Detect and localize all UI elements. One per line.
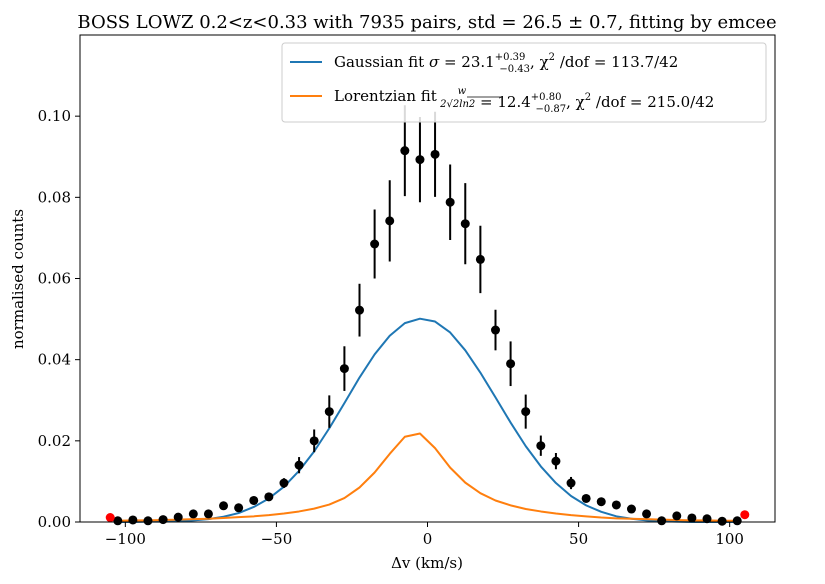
edge-data-point [740,510,750,520]
data-point [324,407,334,417]
data-point [430,149,440,159]
data-point [339,364,349,374]
data-point [626,504,636,514]
data-point [642,509,652,519]
data-point [657,516,667,526]
data-point [596,497,606,507]
legend-label: Gaussian fit σ = 23.1+0.39 −0.43, χ2 /dof… [334,52,678,75]
x-tick-label: 100 [715,530,744,548]
data-point [521,407,531,417]
x-tick-label: 0 [423,530,433,548]
data-point [188,509,198,519]
data-point [234,503,244,513]
data-point [717,516,727,526]
x-axis-label: Δv (km/s) [391,554,463,572]
data-point [551,456,561,466]
y-tick-label: 0.06 [38,270,71,288]
data-point [475,254,485,264]
data-point [460,219,470,229]
data-point [203,509,213,519]
data-point [490,325,500,335]
data-point [672,511,682,521]
data-point [566,478,576,488]
x-tick-label: −50 [261,530,293,548]
legend-box [281,42,767,123]
data-point [415,155,425,165]
y-tick-label: 0.10 [38,107,71,125]
data-point [732,516,742,526]
y-tick-label: 0.02 [38,432,71,450]
data-point [385,216,395,226]
legend-label: Lorentzian fit w 2√2ln2 = 12.4+0.80 −0.87,… [334,86,714,115]
data-point [143,516,153,526]
data-point [249,495,259,505]
data-point [687,513,697,523]
data-point [581,493,591,503]
edge-data-point [105,513,115,523]
y-tick-label: 0.04 [38,351,71,369]
series-line-lorentzian-fit [117,432,738,522]
x-tick-label: 50 [569,530,588,548]
y-axis-label: normalised counts [9,209,27,349]
data-point [279,478,289,488]
data-point [294,460,304,470]
data-point [506,359,516,369]
data-point [264,492,274,502]
legend: Gaussian fit σ = 23.1+0.39 −0.43, χ2 /dof… [281,42,767,123]
data-point [536,441,546,451]
chart-title: BOSS LOWZ 0.2<z<0.33 with 7935 pairs, st… [77,12,776,33]
plot-area: −100 −50 0 50 100 0.00 0.02 0.04 0.06 0.08 0.10 [38,34,776,548]
y-tick-label: 0.00 [38,513,71,531]
data-point [355,305,365,315]
data-point [400,146,410,156]
data-point [370,239,380,249]
data-point [113,516,123,526]
data-point [173,512,183,522]
data-point [309,436,319,446]
data-point [128,515,138,525]
data-point [611,500,621,510]
x-tick-label: −100 [105,530,146,548]
data-point [158,515,168,525]
data-point [219,501,229,511]
data-point [702,514,712,524]
y-tick-label: 0.08 [38,188,71,206]
data-point [445,197,455,207]
